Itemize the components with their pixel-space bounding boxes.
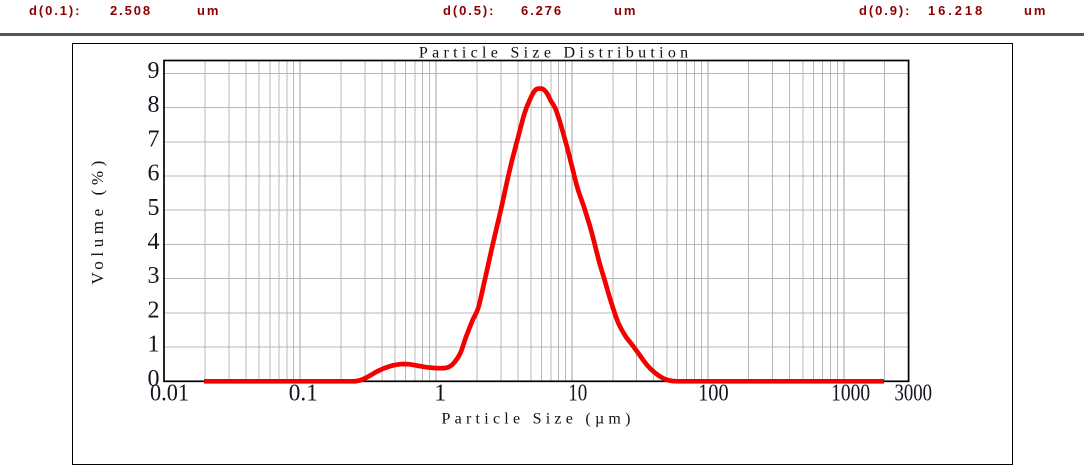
svg-text:9: 9 xyxy=(148,58,160,84)
svg-text:Particle Size (µm): Particle Size (µm) xyxy=(441,411,634,428)
svg-text:Volume (%): Volume (%) xyxy=(88,156,107,284)
svg-text:8: 8 xyxy=(148,92,160,118)
svg-text:1: 1 xyxy=(148,332,159,358)
svg-text:100: 100 xyxy=(698,381,729,407)
svg-text:6: 6 xyxy=(148,161,160,187)
svg-text:0: 0 xyxy=(148,366,160,392)
svg-text:3: 3 xyxy=(148,263,160,289)
svg-text:2: 2 xyxy=(148,297,159,323)
svg-text:5: 5 xyxy=(148,195,160,221)
svg-text:3000: 3000 xyxy=(894,381,932,407)
svg-text:1000: 1000 xyxy=(831,381,870,407)
svg-text:4: 4 xyxy=(148,229,160,255)
svg-text:0.01: 0.01 xyxy=(150,381,189,407)
svg-text:10: 10 xyxy=(568,381,587,407)
svg-text:0.1: 0.1 xyxy=(289,381,318,407)
svg-text:7: 7 xyxy=(148,126,160,152)
svg-text:Particle Size Distribution: Particle Size Distribution xyxy=(419,45,693,62)
svg-text:1: 1 xyxy=(434,381,446,407)
